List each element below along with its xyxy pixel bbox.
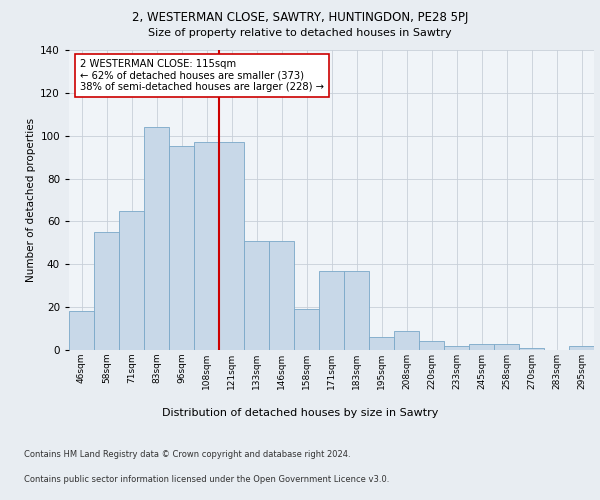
Bar <box>569 346 594 350</box>
Bar <box>169 146 194 350</box>
Bar <box>94 232 119 350</box>
Bar <box>469 344 494 350</box>
Bar <box>294 310 319 350</box>
Bar <box>369 337 394 350</box>
Text: Contains public sector information licensed under the Open Government Licence v3: Contains public sector information licen… <box>24 475 389 484</box>
Text: Distribution of detached houses by size in Sawtry: Distribution of detached houses by size … <box>162 408 438 418</box>
Bar <box>244 240 269 350</box>
Bar <box>394 330 419 350</box>
Bar <box>269 240 294 350</box>
Bar <box>494 344 519 350</box>
Text: 2 WESTERMAN CLOSE: 115sqm
← 62% of detached houses are smaller (373)
38% of semi: 2 WESTERMAN CLOSE: 115sqm ← 62% of detac… <box>79 59 323 92</box>
Text: Size of property relative to detached houses in Sawtry: Size of property relative to detached ho… <box>148 28 452 38</box>
Text: Contains HM Land Registry data © Crown copyright and database right 2024.: Contains HM Land Registry data © Crown c… <box>24 450 350 459</box>
Bar <box>419 342 444 350</box>
Bar <box>119 210 144 350</box>
Bar <box>344 270 369 350</box>
Bar <box>519 348 544 350</box>
Text: 2, WESTERMAN CLOSE, SAWTRY, HUNTINGDON, PE28 5PJ: 2, WESTERMAN CLOSE, SAWTRY, HUNTINGDON, … <box>132 12 468 24</box>
Bar <box>444 346 469 350</box>
Bar <box>219 142 244 350</box>
Bar <box>319 270 344 350</box>
Bar <box>144 127 169 350</box>
Bar <box>194 142 219 350</box>
Y-axis label: Number of detached properties: Number of detached properties <box>26 118 36 282</box>
Bar <box>69 312 94 350</box>
